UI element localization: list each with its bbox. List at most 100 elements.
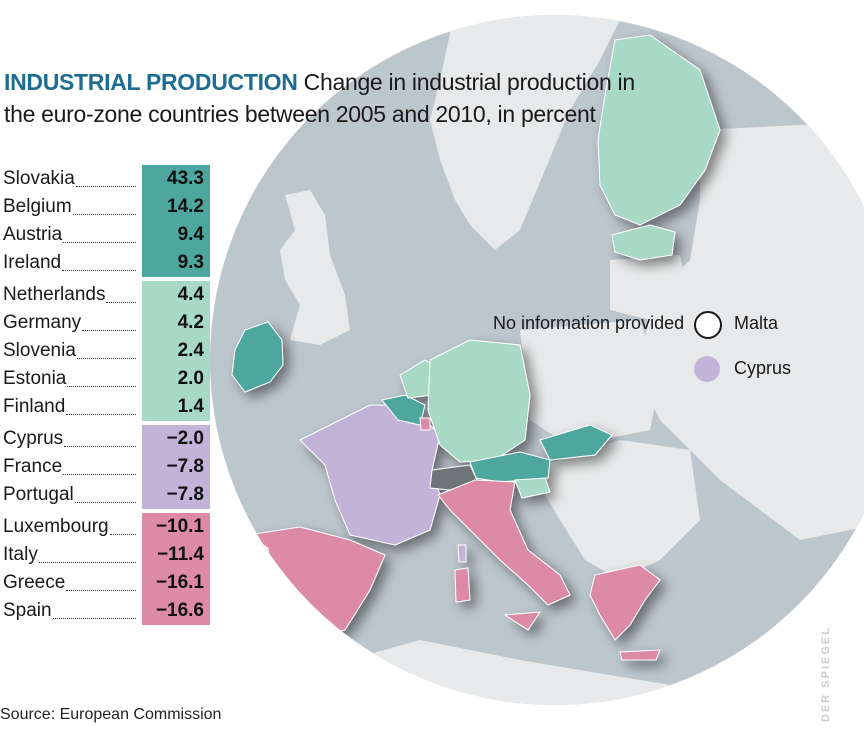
value-cell: −7.8: [142, 481, 210, 509]
value-group: Slovakia 43.3 Belgium 14.2 Austria 9.4 Ireland…: [0, 165, 210, 277]
legend-cyprus-swatch: [694, 356, 720, 382]
country-label: Italy: [0, 544, 142, 566]
russia-east: [640, 120, 864, 540]
country-label: Netherlands: [0, 284, 142, 306]
value-group: Luxembourg −10.1 Italy −11.4 Greece −16.1 Spai…: [0, 513, 210, 625]
country-name: Slovakia: [3, 168, 75, 189]
value-cell: 9.3: [142, 249, 210, 277]
country-name: Spain: [3, 600, 52, 621]
crete: [619, 649, 661, 661]
table-row: Spain −16.6: [0, 597, 210, 625]
country-name: Finland: [3, 396, 66, 417]
country-label: Finland: [0, 396, 142, 418]
leader-dots: [64, 432, 136, 447]
leader-dots: [106, 288, 136, 303]
country-label: Slovenia: [0, 340, 142, 362]
table-row: Germany 4.2: [0, 309, 210, 337]
country-name: Portugal: [3, 484, 74, 505]
germany: [427, 339, 531, 463]
value-cell: 2.0: [142, 365, 210, 393]
country-label: Spain: [0, 600, 142, 622]
sicily: [503, 611, 541, 631]
country-label: Greece: [0, 572, 142, 594]
value-cell: 9.4: [142, 221, 210, 249]
legend-no-info-label: No information provided: [493, 313, 685, 333]
legend-cyprus-label: Cyprus: [734, 358, 792, 378]
table-row: Italy −11.4: [0, 541, 210, 569]
value-cell: 43.3: [142, 165, 210, 193]
balkans-region: [530, 440, 700, 580]
leader-dots: [76, 344, 136, 359]
value-cell: −2.0: [142, 425, 210, 453]
country-name: Austria: [3, 224, 63, 245]
country-name: Ireland: [3, 252, 62, 273]
leader-dots: [63, 460, 136, 475]
leader-dots: [109, 520, 136, 535]
value-cell: 4.2: [142, 309, 210, 337]
source-note: Source: European Commission: [0, 706, 222, 723]
table-row: Slovenia 2.4: [0, 337, 210, 365]
leader-dots: [82, 316, 136, 331]
country-label: France: [0, 456, 142, 478]
portugal: [242, 547, 273, 636]
leader-dots: [62, 256, 136, 271]
ireland: [231, 321, 284, 393]
value-cell: −10.1: [142, 513, 210, 541]
country-name: France: [3, 456, 63, 477]
greece: [589, 564, 661, 641]
table-row: Greece −16.1: [0, 569, 210, 597]
country-label: Portugal: [0, 484, 142, 506]
value-cell: 4.4: [142, 281, 210, 309]
leader-dots: [52, 604, 136, 619]
country-name: Netherlands: [3, 284, 106, 305]
leader-dots: [66, 576, 136, 591]
great-britain: [280, 190, 350, 345]
leader-dots: [38, 548, 136, 563]
country-name: Slovenia: [3, 340, 76, 361]
italy: [437, 479, 571, 606]
data-table: Slovakia 43.3 Belgium 14.2 Austria 9.4 Ireland…: [0, 165, 210, 629]
table-row: Ireland 9.3: [0, 249, 210, 277]
scandinavia: [430, 15, 620, 250]
country-name: Italy: [3, 544, 38, 565]
poland-region: [520, 320, 660, 440]
country-name: Greece: [3, 572, 66, 593]
sardinia: [454, 567, 471, 603]
leader-dots: [74, 488, 136, 503]
table-row: Estonia 2.0: [0, 365, 210, 393]
corsica: [457, 544, 467, 563]
leader-dots: [75, 172, 136, 187]
table-row: Finland 1.4: [0, 393, 210, 421]
table-row: Cyprus −2.0: [0, 425, 210, 453]
value-cell: −16.1: [142, 569, 210, 597]
leader-dots: [63, 228, 136, 243]
value-cell: −7.8: [142, 453, 210, 481]
table-row: Austria 9.4: [0, 221, 210, 249]
value-cell: 1.4: [142, 393, 210, 421]
leader-dots: [67, 372, 136, 387]
table-row: Portugal −7.8: [0, 481, 210, 509]
baltics-region: [610, 255, 690, 320]
table-row: Slovakia 43.3: [0, 165, 210, 193]
country-label: Belgium: [0, 196, 142, 218]
country-label: Cyprus: [0, 428, 142, 450]
table-row: France −7.8: [0, 453, 210, 481]
legend-no-info-swatch: [694, 311, 722, 339]
value-cell: 14.2: [142, 193, 210, 221]
value-cell: 2.4: [142, 337, 210, 365]
country-label: Slovakia: [0, 168, 142, 190]
country-label: Ireland: [0, 252, 142, 274]
table-row: Netherlands 4.4: [0, 281, 210, 309]
leader-dots: [72, 200, 136, 215]
country-label: Germany: [0, 312, 142, 334]
leader-dots: [66, 400, 136, 415]
austria: [469, 451, 551, 483]
country-label: Estonia: [0, 368, 142, 390]
country-name: Cyprus: [3, 428, 64, 449]
title-text: Change in industrial production in the e…: [4, 69, 635, 127]
value-group: Netherlands 4.4 Germany 4.2 Slovenia 2.4 Eston…: [0, 281, 210, 421]
table-row: Belgium 14.2: [0, 193, 210, 221]
finland: [597, 34, 721, 226]
watermark-logo: DER SPIEGEL: [820, 626, 832, 722]
